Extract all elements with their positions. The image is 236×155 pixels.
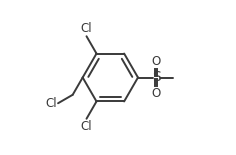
Text: Cl: Cl [46, 97, 57, 110]
Text: O: O [152, 55, 161, 68]
Text: Cl: Cl [81, 22, 92, 35]
Text: S: S [152, 71, 160, 84]
Text: Cl: Cl [81, 120, 92, 133]
Text: O: O [152, 87, 161, 100]
